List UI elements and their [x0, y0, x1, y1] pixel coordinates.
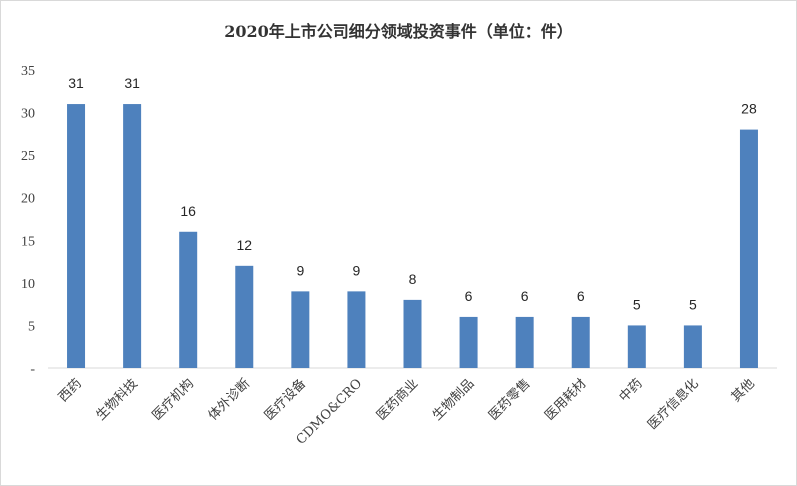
y-tick-label: -: [30, 362, 35, 377]
data-label: 6: [521, 288, 529, 304]
x-tick-label: 医用耗材: [542, 376, 589, 423]
x-tick-label: 其他: [729, 376, 758, 405]
bar: [683, 325, 702, 368]
x-tick-label: 医药零售: [485, 376, 533, 424]
bar: [123, 104, 142, 369]
bar: [235, 265, 254, 368]
bar: [571, 316, 590, 368]
bars: [67, 104, 758, 369]
data-label: 12: [236, 237, 252, 253]
x-tick-label: 体外诊断: [206, 376, 253, 423]
data-label: 31: [124, 75, 140, 91]
bar: [515, 316, 534, 368]
y-axis: - 5 10 15 20 25 30 35: [21, 64, 35, 377]
y-tick-label: 35: [21, 64, 35, 79]
bar: [739, 129, 758, 368]
x-tick-label: 生物制品: [430, 376, 477, 423]
data-label: 28: [741, 101, 757, 117]
bar: [459, 316, 478, 368]
data-label: 8: [409, 271, 417, 287]
bar: [403, 299, 422, 368]
x-tick-label: 医疗信息化: [644, 376, 701, 433]
data-label: 5: [689, 296, 697, 312]
x-tick-label: 医疗机构: [150, 376, 197, 423]
chart-title: 2020年上市公司细分领域投资事件（单位：件）: [224, 22, 573, 41]
y-tick-label: 10: [21, 277, 35, 292]
x-tick-label: 医药商业: [374, 376, 421, 423]
x-tick-label: 西药: [56, 376, 85, 405]
data-label: 9: [353, 262, 361, 278]
x-tick-label: 中药: [617, 376, 646, 405]
y-tick-label: 25: [21, 149, 35, 164]
x-tick-label: 医疗设备: [261, 376, 309, 424]
data-label: 5: [633, 296, 641, 312]
y-tick-label: 30: [21, 107, 35, 122]
data-label: 31: [68, 75, 84, 91]
bar: [347, 291, 366, 368]
data-label: 6: [465, 288, 473, 304]
y-tick-label: 20: [21, 192, 35, 207]
y-tick-label: 5: [28, 319, 35, 334]
data-label: 6: [577, 288, 585, 304]
data-label: 16: [180, 203, 196, 219]
y-tick-label: 15: [21, 234, 35, 249]
x-tick-label: 生物科技: [94, 376, 141, 423]
bar: [291, 291, 310, 368]
bar: [179, 231, 198, 368]
data-label: 9: [296, 262, 304, 278]
data-labels: 31 31 16 12 9 9 8 6 6 6 5 5 28: [68, 75, 757, 312]
bar: [67, 104, 86, 369]
bar: [627, 325, 646, 368]
